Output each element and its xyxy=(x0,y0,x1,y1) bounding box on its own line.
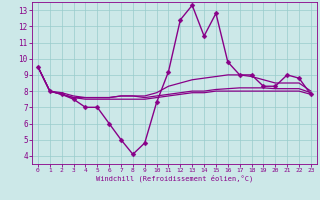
X-axis label: Windchill (Refroidissement éolien,°C): Windchill (Refroidissement éolien,°C) xyxy=(96,175,253,182)
